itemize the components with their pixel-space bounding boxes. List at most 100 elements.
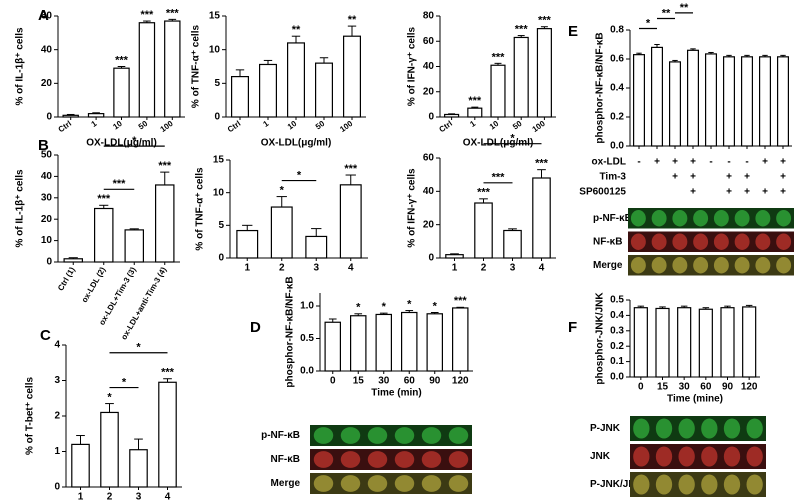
blot-well [367, 427, 388, 444]
significance-label: * [107, 391, 112, 403]
y-axis-label: phosphor-NF-κB/NF-κB [285, 276, 296, 387]
bar [124, 229, 144, 263]
y-tick-label: 0 [218, 253, 224, 264]
y-tick-label: 10 [41, 235, 53, 246]
blot-label: JNK [590, 451, 611, 462]
significance-label: *** [166, 7, 180, 19]
x-tick-label: 4 [348, 263, 354, 274]
condition-mark: + [744, 187, 750, 198]
bar [305, 235, 328, 259]
blot-well [655, 418, 673, 439]
blot-well [394, 427, 415, 444]
bar [668, 61, 681, 147]
blot-well [713, 210, 729, 227]
blot-well [394, 475, 415, 492]
bracket-label: ** [662, 7, 671, 19]
y-axis-label: % of IFN-γ⁺ cells [407, 26, 418, 106]
y-tick-label: 10 [209, 44, 221, 55]
bar [401, 311, 418, 372]
y-tick-label: 0 [46, 112, 52, 123]
x-tick-label: 120 [452, 376, 469, 387]
blot-well [755, 233, 771, 250]
condition-mark: + [690, 187, 696, 198]
blot-well [313, 451, 334, 468]
blot-well [678, 446, 695, 467]
condition-mark: - [709, 157, 712, 168]
y-tick-label: 5 [214, 78, 220, 89]
bar [742, 306, 757, 378]
bar [474, 202, 493, 259]
condition-mark: + [780, 187, 786, 198]
blot-well [701, 418, 718, 439]
blot-well [693, 210, 709, 227]
bar [100, 411, 119, 488]
bar [63, 258, 83, 263]
significance-label: *** [140, 9, 154, 21]
y-tick-label: 40 [423, 61, 435, 72]
y-tick-label: 0.8 [610, 25, 624, 36]
x-tick-label: 30 [378, 376, 390, 387]
bracket-label: * [510, 133, 515, 145]
significance-label: * [382, 301, 387, 313]
bar [686, 49, 699, 147]
y-tick-label: 0.4 [610, 83, 624, 94]
condition-name: ox-LDL [592, 157, 626, 168]
blot-well [340, 451, 361, 468]
y-axis-label: phosphor-NF-κB/NF-κB [595, 32, 606, 143]
bar [315, 62, 334, 118]
y-tick-label: 20 [423, 86, 435, 97]
y-tick-label: 80 [423, 11, 435, 22]
y-tick-label: 20 [41, 214, 53, 225]
blot-well [755, 210, 771, 227]
condition-mark: - [727, 157, 730, 168]
y-tick-label: 0.3 [610, 325, 624, 336]
bar [231, 75, 250, 118]
bracket-label: *** [492, 172, 506, 184]
bar [71, 443, 90, 488]
bar [113, 67, 130, 118]
blot-well [630, 233, 646, 250]
x-axis-label: Time (mine) [667, 394, 723, 405]
bar [532, 177, 551, 259]
significance-label: *** [477, 187, 491, 199]
blot-label: NF-κB [593, 236, 622, 247]
y-tick-label: 0 [46, 257, 52, 268]
condition-mark: + [780, 172, 786, 183]
y-tick-label: 30 [41, 192, 53, 203]
x-tick-label: 2 [107, 492, 113, 502]
blot-well [672, 257, 688, 274]
y-tick-label: 3 [54, 375, 60, 386]
significance-label: *** [492, 51, 506, 63]
y-tick-label: 0 [214, 112, 220, 123]
bracket-label: ** [680, 2, 689, 14]
x-tick-label: 1 [78, 492, 84, 502]
bar [445, 254, 464, 259]
significance-label: *** [515, 23, 529, 35]
panel-letter: B [38, 137, 49, 154]
x-tick-label: Ctrl [438, 119, 454, 134]
significance-label: *** [115, 54, 129, 66]
blot-well [421, 475, 442, 492]
y-tick-label: 50 [41, 150, 53, 161]
y-tick-label: 0.2 [610, 341, 624, 352]
blot-well [394, 451, 415, 468]
bar [758, 56, 771, 147]
bar [138, 22, 156, 118]
x-axis-label: OX-LDL(μg/ml) [86, 138, 157, 149]
blot-well [693, 233, 709, 250]
blot-well [723, 418, 741, 439]
y-tick-label: 4 [54, 340, 60, 351]
blot-well [655, 474, 673, 495]
x-tick-label: 4 [165, 492, 171, 502]
bar [350, 315, 367, 372]
blot-well [713, 233, 729, 250]
condition-mark: + [762, 157, 768, 168]
blot-well [746, 418, 763, 439]
blot-well [723, 446, 741, 467]
bar [93, 207, 114, 263]
bar [155, 184, 175, 263]
blot-well [633, 446, 650, 467]
y-tick-label: 10 [213, 187, 225, 198]
x-tick-label: 3 [136, 492, 142, 502]
significance-label: * [280, 184, 285, 196]
